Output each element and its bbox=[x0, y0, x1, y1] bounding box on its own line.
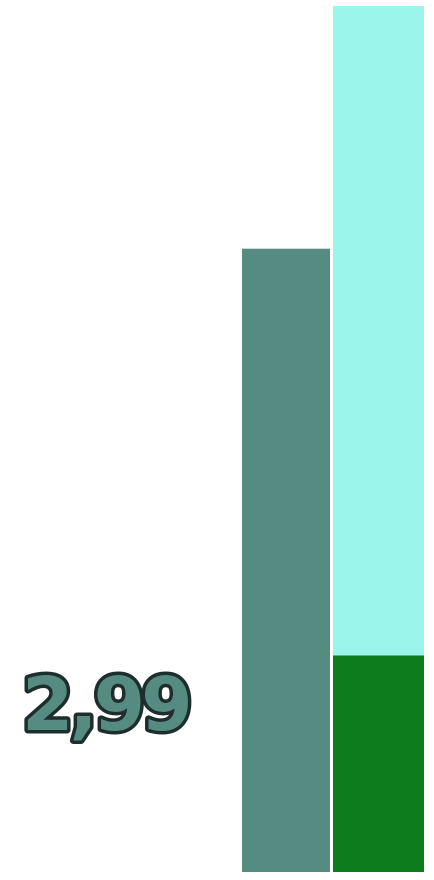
data-labels-layer: 2,99 bbox=[19, 659, 197, 752]
data-label-2-99: 2,99 bbox=[22, 662, 189, 748]
bars-layer bbox=[242, 6, 424, 872]
bar-2-segment-1 bbox=[333, 655, 424, 872]
bar-1-segment-1 bbox=[242, 248, 330, 872]
bar-2-segment-2 bbox=[333, 6, 424, 656]
